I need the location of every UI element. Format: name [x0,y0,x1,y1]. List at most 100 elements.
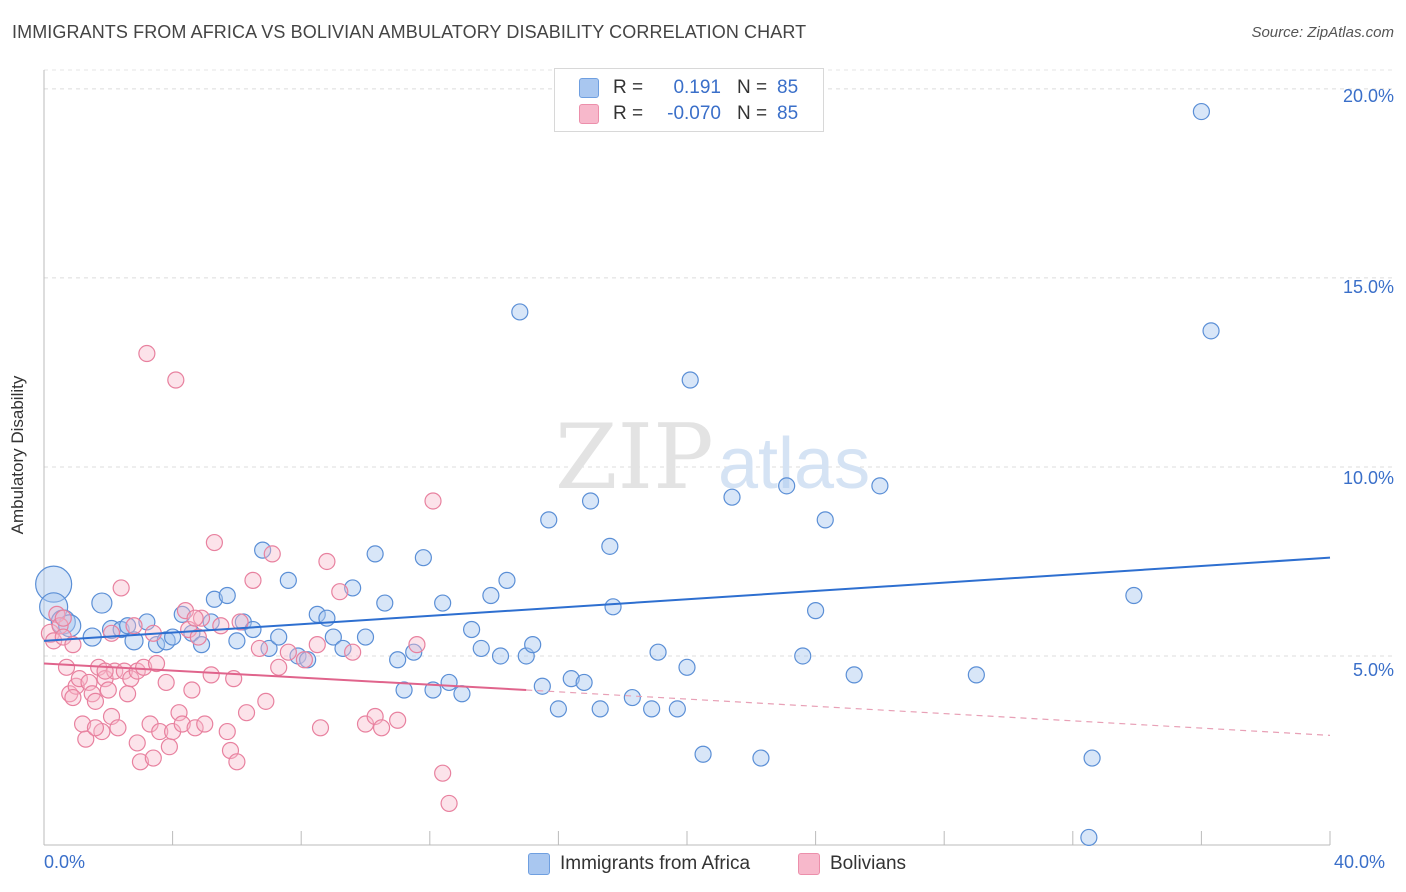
africa-point [462,620,481,639]
africa-point [218,586,236,605]
bolivians-point [138,344,156,363]
legend-r-label: R = [613,103,644,124]
bolivians-point [318,552,336,571]
bottom-legend-swatch-africa [528,853,550,875]
bolivians-trend-extension [526,689,1331,736]
bolivians-point [434,764,452,782]
africa-point [453,685,471,703]
bolivians-point [70,670,88,688]
bolivians-point [80,673,98,692]
bolivians-point [372,719,391,737]
x-tick-label-40: 40.0% [1334,852,1386,872]
bolivians-point [102,624,121,642]
bolivians-point [186,609,204,627]
bolivians-point [231,613,249,631]
africa-point [871,477,889,495]
bolivians-point [279,643,297,661]
bolivians-point [151,722,169,741]
legend-swatch-africa [579,78,599,98]
africa-point [472,639,490,658]
africa-point [540,511,558,529]
africa-point [604,598,622,616]
africa-point [816,511,834,529]
bolivians-point [109,719,127,737]
bolivians-point [205,533,223,552]
y-tick-label-5: 5.0% [1352,660,1394,680]
bottom-legend-swatch-bolivians [798,853,820,875]
africa-point [498,571,516,589]
bolivians-point [135,658,153,676]
africa-point [389,651,407,669]
bolivians-trend-line [43,662,527,691]
bolivians-point [54,609,72,627]
africa-point [91,592,113,614]
africa-point [511,303,529,321]
africa-point [491,647,510,665]
bolivians-point [311,719,330,737]
correlation-legend: R = 0.191 N = 85 R = -0.070 N = 85 [554,68,824,132]
africa-point [414,549,432,567]
africa-point [279,571,297,589]
africa-point [434,594,452,612]
africa-point [344,579,362,597]
bolivians-point [125,617,143,635]
africa-point [681,371,699,389]
africa-trend-line [43,556,1331,642]
africa-point [1125,586,1143,605]
africa-point [205,590,223,608]
africa-point [1083,749,1101,767]
watermark-zip: ZIP [555,405,714,510]
bolivians-point [228,753,246,771]
bolivians-point [331,583,349,601]
bolivians-point [408,636,426,654]
bolivians-point [131,753,150,771]
africa-point [1080,828,1098,847]
africa-point [228,632,246,650]
africa-point [147,636,166,654]
africa-point [752,749,770,767]
bolivians-point [244,571,262,589]
legend-r-label: R = [613,77,644,98]
bolivians-point [112,579,130,597]
africa-point [649,643,667,661]
bolivians-point [96,662,114,680]
watermark-atlas: atlas [718,424,870,504]
source-label: Source: ZipAtlas.com [1251,24,1394,41]
bolivians-point [86,719,105,737]
africa-point [533,677,551,695]
africa-point [356,628,375,646]
bolivians-point [86,692,105,710]
africa-point [967,666,985,684]
bottom-legend-label-bolivians: Bolivians [830,853,907,874]
africa-point [35,565,73,603]
africa-point [575,673,593,692]
africa-point [562,670,580,688]
y-tick-label-10: 10.0% [1342,468,1394,488]
africa-point [601,537,619,555]
bolivians-point [157,673,175,692]
bolivians-point [64,636,82,654]
bolivians-point [308,636,326,654]
africa-point [845,666,863,684]
africa-point [623,688,641,707]
bolivians-point [144,749,162,767]
africa-point [324,628,342,646]
bolivians-point [237,704,256,722]
africa-point [694,745,712,763]
bolivians-point [270,658,288,676]
africa-point [778,477,796,495]
legend-n-value: 85 [777,77,799,98]
africa-point [806,602,825,620]
legend-n-label: N = [737,77,768,98]
bolivians-point [77,730,95,748]
bolivians-point [389,711,407,729]
africa-point [794,647,812,665]
x-tick-label-0: 0.0% [44,852,86,872]
bolivians-point [257,692,275,710]
africa-point [524,636,542,654]
africa-point [581,492,600,510]
y-tick-label-15: 15.0% [1342,277,1394,297]
africa-point [254,541,272,559]
bolivians-point [147,654,166,673]
bolivians-point [160,738,178,756]
